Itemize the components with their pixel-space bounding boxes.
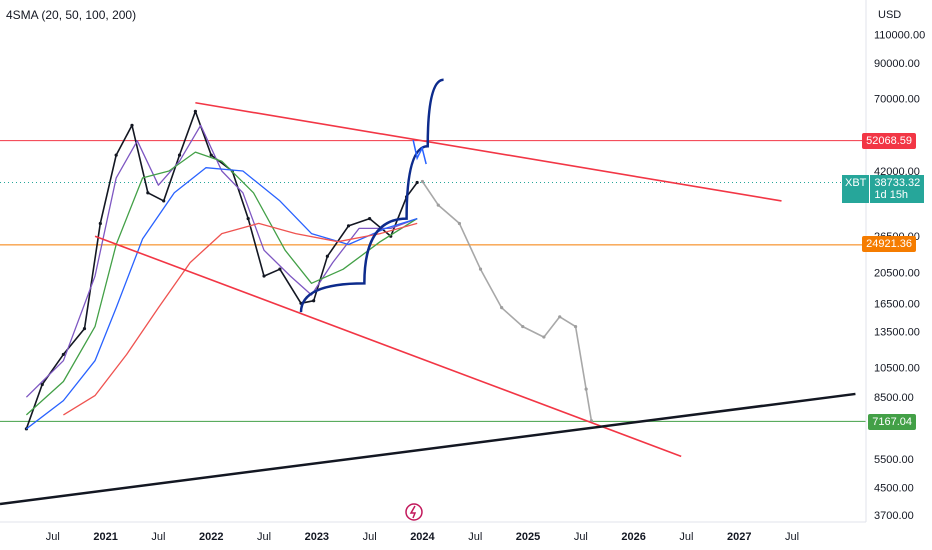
y-tick-label: 90000.00 (874, 58, 920, 70)
series-line-projection (421, 181, 593, 421)
price-point (61, 352, 65, 357)
series-group (24, 109, 594, 431)
price-point (209, 153, 213, 157)
y-tick-label: 16500.00 (874, 298, 920, 310)
price-point (420, 179, 425, 184)
trendline (94, 235, 682, 458)
price-point (193, 109, 197, 113)
price-point (114, 153, 118, 157)
x-tick-label: Jul (468, 531, 482, 543)
price-point (162, 199, 166, 203)
x-tick-label: 2021 (93, 531, 117, 543)
horizontal-levels (0, 140, 866, 422)
x-tick-label: 2026 (621, 531, 645, 543)
y-tick-label: 70000.00 (874, 94, 920, 106)
level-tag-support: 24921.36 (862, 236, 916, 252)
x-tick-label: Jul (363, 531, 377, 543)
price-point (346, 224, 351, 228)
price-point (130, 123, 134, 127)
current-price-value: 38733.32 (874, 177, 921, 189)
price-point (278, 267, 282, 271)
y-tick-label: 10500.00 (874, 362, 920, 374)
markers-group (405, 139, 427, 521)
price-point (542, 335, 546, 339)
price-axis[interactable]: 110000.0090000.0070000.0042000.0026500.0… (874, 30, 925, 522)
x-tick-label: 2023 (305, 531, 329, 543)
price-point (415, 180, 419, 185)
level-tag-resistance: 52068.59 (862, 133, 916, 149)
price-point (177, 153, 182, 157)
price-point (457, 221, 462, 226)
price-point (146, 191, 150, 195)
series-line-sma200 (63, 222, 418, 416)
x-tick-label: 2027 (727, 531, 751, 543)
trendline (195, 101, 782, 202)
lightning-icon (409, 505, 417, 519)
drawings-group (0, 78, 856, 506)
x-tick-label: 2025 (516, 531, 540, 543)
currency-label[interactable]: USD (878, 9, 902, 21)
price-point (246, 217, 250, 221)
price-point (558, 315, 562, 319)
level-tag-target: 7167.04 (868, 414, 916, 430)
price-point (478, 267, 483, 271)
price-point (584, 387, 588, 391)
x-tick-label: Jul (574, 531, 588, 543)
event-icon (405, 503, 423, 521)
price-point (325, 254, 329, 258)
series-line-sma50 (25, 151, 418, 416)
parabolic-curve (299, 78, 444, 313)
y-tick-label: 8500.00 (874, 392, 914, 404)
y-tick-label: 13500.00 (874, 327, 920, 339)
price-point (521, 324, 525, 329)
x-tick-label: 2024 (410, 531, 435, 543)
series-line-sma100 (26, 167, 418, 430)
current-price-tag: XBT 38733.32 1d 15h (842, 175, 925, 203)
price-point (40, 382, 44, 387)
price-point (436, 203, 440, 207)
price-point (262, 274, 266, 278)
price-point (82, 327, 87, 331)
x-tick-label: Jul (151, 531, 165, 543)
y-tick-label: 110000.00 (874, 30, 925, 42)
series-line-sma20 (25, 124, 418, 398)
x-tick-label: 2022 (199, 531, 223, 543)
trendline (0, 392, 856, 506)
y-tick-label: 5500.00 (874, 454, 914, 466)
symbol-badge: XBT (842, 175, 870, 203)
y-tick-label: 3700.00 (874, 510, 914, 522)
time-axis[interactable]: Jul 2021 Jul 2022 Jul 2023 Jul 2024 Jul 2025 Jul 20… (46, 531, 799, 543)
x-tick-label: Jul (46, 531, 60, 543)
x-tick-label: Jul (257, 531, 271, 543)
price-point (98, 221, 102, 226)
y-tick-label: 4500.00 (874, 482, 914, 494)
zigzag-arrow (412, 139, 427, 165)
bar-countdown: 1d 15h (874, 189, 909, 201)
price-point (368, 217, 372, 221)
y-tick-label: 20500.00 (874, 268, 920, 280)
series-line-price (25, 110, 418, 430)
x-tick-label: Jul (785, 531, 799, 543)
x-tick-label: Jul (679, 531, 693, 543)
price-point (500, 306, 504, 310)
price-point (573, 324, 578, 329)
indicator-legend[interactable]: 4SMA (20, 50, 100, 200) (6, 8, 137, 22)
price-point (312, 299, 316, 303)
